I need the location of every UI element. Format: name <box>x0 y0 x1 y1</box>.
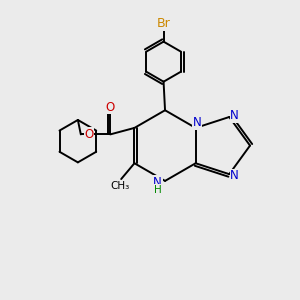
Text: O: O <box>106 101 115 114</box>
Text: O: O <box>84 128 93 141</box>
Text: N: N <box>230 169 239 182</box>
Text: N: N <box>230 109 239 122</box>
Text: CH₃: CH₃ <box>110 181 129 190</box>
Text: N: N <box>193 116 202 129</box>
Text: N: N <box>153 176 162 189</box>
Text: H: H <box>154 185 162 195</box>
Text: Br: Br <box>157 17 170 30</box>
